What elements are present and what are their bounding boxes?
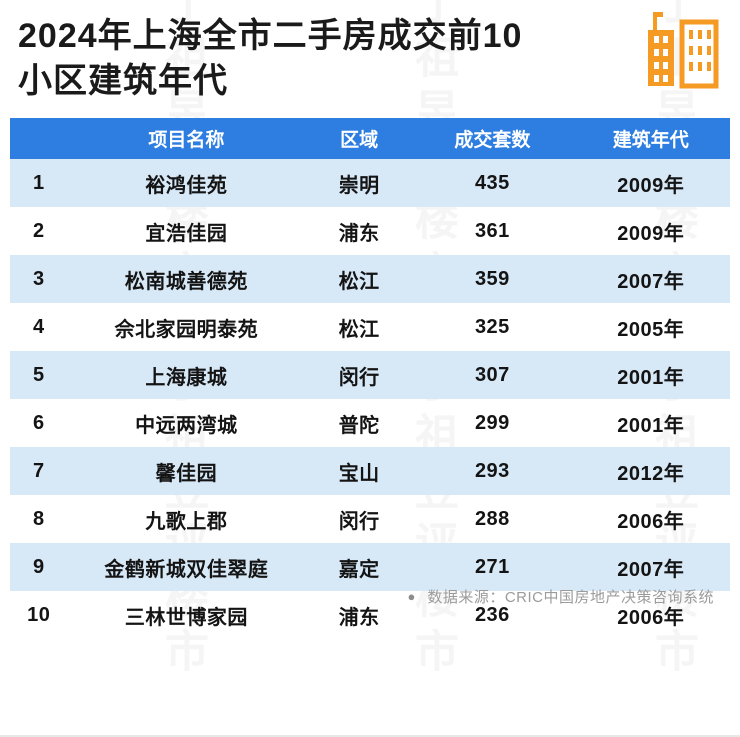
cell-rank: 2 (32, 219, 45, 242)
header-year: 建筑年代 (571, 118, 730, 160)
table-row: 1 裕鸿佳苑 崇明 435 2009年 (10, 159, 730, 208)
footer: ● 数据来源：CRIC中国房地产决策咨询系统 (407, 586, 714, 607)
cell-rank: 5 (10, 351, 68, 400)
cell-count: 293 (413, 447, 572, 496)
table-row: 5 上海康城 闵行 307 2001年 (10, 351, 730, 400)
cell-year: 2006年 (617, 606, 685, 629)
cell-project-name: 裕鸿佳苑 (67, 159, 306, 208)
table-row: 3 松南城善德苑 松江 359 2007年 (10, 255, 730, 304)
bullet-icon: ● (407, 589, 416, 605)
cell-year: 2007年 (571, 255, 730, 304)
data-source-text: 数据来源：CRIC中国房地产决策咨询系统 (427, 589, 714, 607)
header-rank (10, 118, 68, 160)
cell-district: 闵行 (305, 351, 414, 400)
cell-rank: 9 (10, 543, 68, 592)
table-row: 10 三林世博家园 浦东 236 2006年 (10, 591, 730, 639)
cell-project-name: 九歌上郡 (145, 510, 228, 533)
cell-rank: 7 (10, 447, 68, 496)
cell-project-name: 金鹤新城双佳翠庭 (67, 543, 306, 592)
cell-project-name: 松南城善德苑 (67, 255, 306, 304)
header-project-name: 项目名称 (67, 118, 306, 160)
cell-district: 浦东 (338, 606, 380, 629)
cell-district: 普陀 (338, 414, 380, 437)
cell-count: 435 (413, 159, 572, 208)
cell-district: 浦东 (338, 222, 380, 245)
cell-count: 299 (474, 411, 510, 434)
title-line-1: 2024年上海全市二手房成交前10 (18, 17, 523, 55)
cell-rank: 4 (32, 315, 45, 338)
cell-count: 271 (413, 543, 572, 592)
table-row: 9 金鹤新城双佳翠庭 嘉定 271 2007年 (10, 543, 730, 592)
cell-year: 2005年 (617, 318, 685, 341)
cell-project-name: 中远两湾城 (135, 414, 238, 437)
table-header-row: 项目名称 区域 成交套数 建筑年代 (10, 118, 730, 160)
header-district: 区域 (305, 118, 414, 160)
cell-project-name: 宜浩佳园 (145, 222, 228, 245)
cell-count: 325 (474, 315, 510, 338)
table-row: 2 宜浩佳园 浦东 361 2009年 (10, 207, 730, 255)
cell-year: 2012年 (571, 447, 730, 496)
cell-count: 361 (474, 219, 510, 242)
cell-district: 嘉定 (305, 543, 414, 592)
cell-count: 288 (474, 507, 510, 530)
buildings-icon (648, 12, 719, 89)
table-row: 4 佘北家园明泰苑 松江 325 2005年 (10, 303, 730, 351)
header-count: 成交套数 (413, 118, 572, 160)
cell-year: 2001年 (571, 351, 730, 400)
cell-count: 236 (474, 603, 510, 626)
cell-district: 崇明 (305, 159, 414, 208)
cell-district: 闵行 (338, 510, 380, 533)
cell-rank: 6 (32, 411, 45, 434)
cell-project-name: 上海康城 (67, 351, 306, 400)
cell-year: 2009年 (571, 159, 730, 208)
ranking-table: 项目名称 区域 成交套数 建筑年代 1 裕鸿佳苑 崇明 435 2009年 2 宜浩佳园 浦东… (10, 118, 730, 639)
table-row: 6 中远两湾城 普陀 299 2001年 (10, 399, 730, 447)
cell-project-name: 佘北家园明泰苑 (114, 318, 259, 341)
table-row: 8 九歌上郡 闵行 288 2006年 (10, 495, 730, 543)
table-row: 7 馨佳园 宝山 293 2012年 (10, 447, 730, 496)
cell-rank: 10 (27, 603, 51, 626)
cell-rank: 3 (10, 255, 68, 304)
cell-project-name: 三林世博家园 (124, 606, 248, 629)
page-title: 2024年上海全市二手房成交前10 小区建筑年代 (18, 14, 638, 104)
cell-project-name: 馨佳园 (67, 447, 306, 496)
cell-year: 2001年 (617, 414, 685, 437)
cell-rank: 1 (10, 159, 68, 208)
cell-district: 松江 (338, 318, 380, 341)
cell-district: 宝山 (305, 447, 414, 496)
header: 2024年上海全市二手房成交前10 小区建筑年代 (0, 0, 740, 104)
cell-district: 松江 (305, 255, 414, 304)
cell-rank: 8 (32, 507, 45, 530)
cell-year: 2006年 (617, 510, 685, 533)
title-line-2: 小区建筑年代 (18, 62, 228, 101)
cell-year: 2007年 (571, 543, 730, 592)
cell-year: 2009年 (617, 222, 685, 245)
cell-count: 359 (413, 255, 572, 304)
cell-count: 307 (413, 351, 572, 400)
